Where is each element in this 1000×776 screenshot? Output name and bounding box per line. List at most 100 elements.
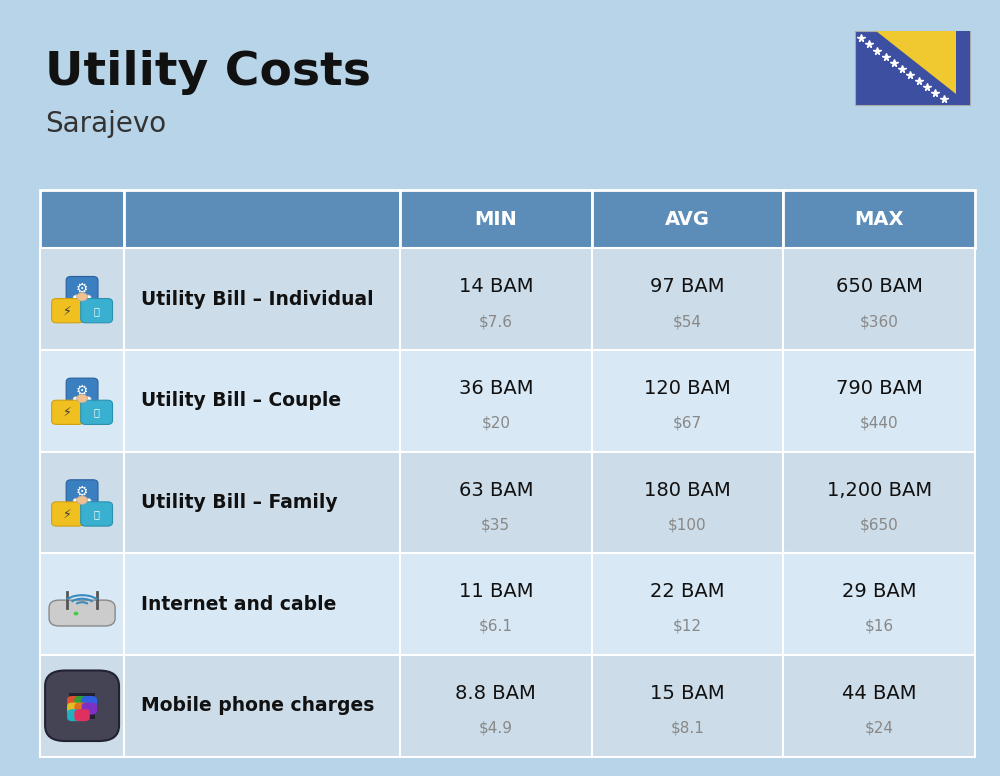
Text: 120 BAM: 120 BAM: [644, 379, 731, 398]
Text: $100: $100: [668, 518, 707, 532]
Text: 180 BAM: 180 BAM: [644, 481, 731, 500]
Text: 650 BAM: 650 BAM: [836, 278, 923, 296]
Text: MAX: MAX: [854, 210, 904, 229]
Text: $4.9: $4.9: [479, 721, 513, 736]
FancyBboxPatch shape: [82, 702, 97, 715]
Polygon shape: [876, 31, 970, 105]
Circle shape: [77, 394, 88, 403]
Text: Internet and cable: Internet and cable: [141, 594, 336, 614]
Text: ⚙: ⚙: [76, 282, 88, 296]
Text: 63 BAM: 63 BAM: [459, 481, 533, 500]
Text: Utility Bill – Family: Utility Bill – Family: [141, 493, 337, 512]
FancyBboxPatch shape: [73, 295, 91, 310]
Text: Sarajevo: Sarajevo: [45, 110, 166, 138]
FancyBboxPatch shape: [783, 553, 975, 655]
Text: $24: $24: [865, 721, 894, 736]
Text: 15 BAM: 15 BAM: [650, 684, 725, 703]
Text: ⚡: ⚡: [63, 304, 72, 317]
Text: Utility Bill – Individual: Utility Bill – Individual: [141, 289, 373, 309]
Text: 1,200 BAM: 1,200 BAM: [827, 481, 932, 500]
FancyBboxPatch shape: [783, 655, 975, 757]
Text: Utility Bill – Couple: Utility Bill – Couple: [141, 391, 341, 411]
Text: Mobile phone charges: Mobile phone charges: [141, 696, 374, 715]
Circle shape: [77, 293, 88, 301]
FancyBboxPatch shape: [592, 248, 783, 350]
FancyBboxPatch shape: [40, 452, 124, 553]
Text: 36 BAM: 36 BAM: [459, 379, 533, 398]
Text: 8.8 BAM: 8.8 BAM: [455, 684, 536, 703]
FancyBboxPatch shape: [66, 378, 98, 402]
FancyBboxPatch shape: [40, 553, 124, 655]
FancyBboxPatch shape: [52, 299, 83, 323]
FancyBboxPatch shape: [592, 655, 783, 757]
Text: ⚙: ⚙: [76, 485, 88, 499]
FancyBboxPatch shape: [66, 480, 98, 504]
FancyBboxPatch shape: [124, 248, 400, 350]
FancyBboxPatch shape: [783, 350, 975, 452]
FancyBboxPatch shape: [40, 190, 124, 248]
Text: ⚡: ⚡: [63, 508, 72, 521]
Text: 97 BAM: 97 BAM: [650, 278, 725, 296]
FancyBboxPatch shape: [81, 299, 113, 323]
FancyBboxPatch shape: [400, 655, 592, 757]
FancyBboxPatch shape: [124, 452, 400, 553]
FancyBboxPatch shape: [74, 702, 90, 715]
FancyBboxPatch shape: [783, 190, 975, 248]
Text: $35: $35: [481, 518, 510, 532]
FancyBboxPatch shape: [81, 400, 113, 424]
Text: $16: $16: [865, 619, 894, 634]
FancyBboxPatch shape: [400, 190, 592, 248]
Text: 790 BAM: 790 BAM: [836, 379, 923, 398]
FancyBboxPatch shape: [40, 655, 124, 757]
FancyBboxPatch shape: [45, 670, 119, 741]
FancyBboxPatch shape: [400, 248, 592, 350]
FancyBboxPatch shape: [783, 452, 975, 553]
Text: $440: $440: [860, 416, 898, 431]
FancyBboxPatch shape: [52, 400, 83, 424]
FancyBboxPatch shape: [124, 553, 400, 655]
Text: $7.6: $7.6: [479, 314, 513, 329]
FancyBboxPatch shape: [124, 655, 400, 757]
FancyBboxPatch shape: [400, 553, 592, 655]
FancyBboxPatch shape: [956, 31, 970, 105]
Text: 29 BAM: 29 BAM: [842, 583, 916, 601]
FancyBboxPatch shape: [592, 190, 783, 248]
Text: 🚿: 🚿: [94, 509, 100, 519]
Text: $20: $20: [481, 416, 510, 431]
FancyBboxPatch shape: [82, 696, 97, 708]
FancyBboxPatch shape: [67, 709, 83, 721]
Text: $360: $360: [860, 314, 899, 329]
FancyBboxPatch shape: [74, 709, 90, 721]
Text: AVG: AVG: [665, 210, 710, 229]
Text: 22 BAM: 22 BAM: [650, 583, 725, 601]
Text: ⚡: ⚡: [63, 406, 72, 419]
FancyBboxPatch shape: [81, 502, 113, 526]
FancyBboxPatch shape: [124, 190, 400, 248]
Text: MIN: MIN: [474, 210, 517, 229]
Text: 44 BAM: 44 BAM: [842, 684, 916, 703]
FancyBboxPatch shape: [783, 248, 975, 350]
Text: $8.1: $8.1: [671, 721, 704, 736]
Circle shape: [77, 496, 88, 504]
FancyBboxPatch shape: [400, 452, 592, 553]
Text: $650: $650: [860, 518, 899, 532]
FancyBboxPatch shape: [67, 696, 83, 708]
FancyBboxPatch shape: [49, 600, 115, 626]
Text: 11 BAM: 11 BAM: [459, 583, 533, 601]
FancyBboxPatch shape: [73, 397, 91, 411]
Text: Utility Costs: Utility Costs: [45, 50, 371, 95]
FancyBboxPatch shape: [69, 693, 95, 719]
FancyBboxPatch shape: [74, 696, 90, 708]
FancyBboxPatch shape: [592, 452, 783, 553]
FancyBboxPatch shape: [592, 350, 783, 452]
Text: $12: $12: [673, 619, 702, 634]
Text: $67: $67: [673, 416, 702, 431]
FancyBboxPatch shape: [400, 350, 592, 452]
FancyBboxPatch shape: [66, 276, 98, 300]
Text: 🚿: 🚿: [94, 306, 100, 316]
FancyBboxPatch shape: [52, 502, 83, 526]
Circle shape: [74, 611, 78, 615]
Text: ⚙: ⚙: [76, 383, 88, 397]
Text: $54: $54: [673, 314, 702, 329]
FancyBboxPatch shape: [73, 498, 91, 513]
